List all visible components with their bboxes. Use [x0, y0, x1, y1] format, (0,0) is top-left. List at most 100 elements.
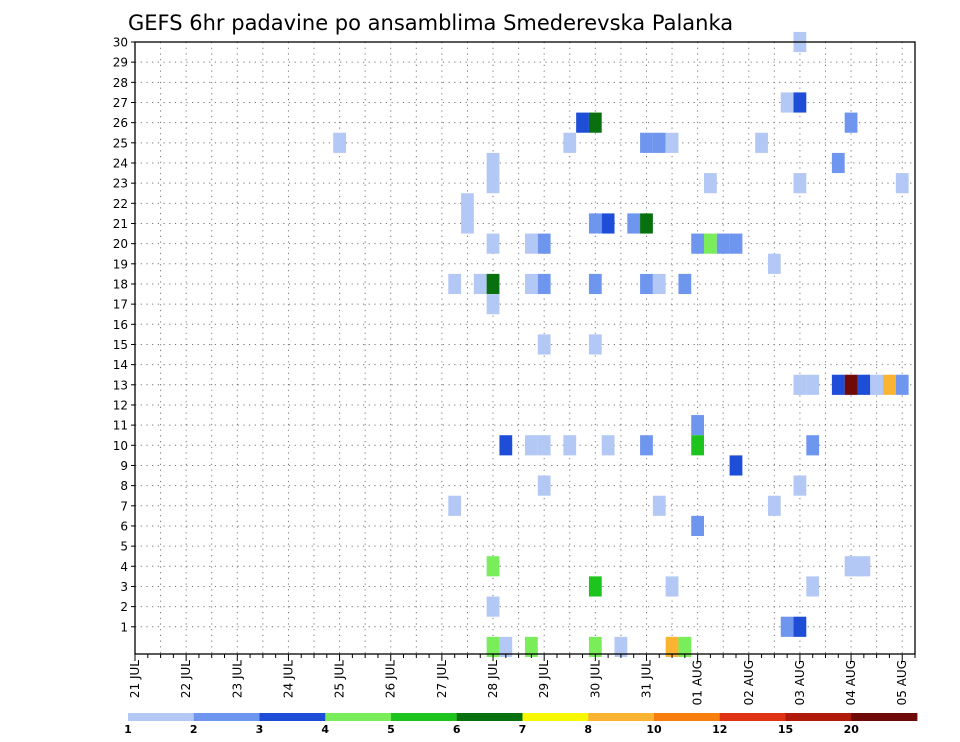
- y-tick-label: 17: [113, 298, 128, 312]
- precip-cell: [640, 132, 653, 153]
- precip-cell: [627, 213, 641, 234]
- precip-cell: [525, 273, 538, 295]
- precip-cell: [588, 112, 602, 133]
- precip-cell: [614, 636, 628, 658]
- x-tick-label: 30 JUL: [588, 660, 602, 698]
- y-tick-label: 8: [120, 479, 128, 493]
- precip-cell: [448, 495, 462, 516]
- y-axis: 1234567891011121314151617181920212223242…: [113, 36, 135, 634]
- y-tick-label: 6: [120, 519, 128, 533]
- precip-cell: [448, 273, 462, 295]
- precip-cell: [640, 435, 653, 456]
- precip-cell: [691, 435, 705, 456]
- precip-cell: [831, 152, 845, 174]
- precip-cell: [665, 132, 679, 153]
- precip-cell: [870, 374, 884, 395]
- legend-label: 15: [778, 723, 793, 736]
- precip-cell: [806, 374, 820, 395]
- precip-cell: [588, 576, 602, 597]
- y-tick-label: 21: [113, 217, 128, 231]
- precip-cell: [704, 173, 717, 194]
- precip-cell: [525, 233, 538, 254]
- precip-cell: [473, 273, 487, 295]
- legend-label: 10: [646, 723, 662, 736]
- y-tick-label: 22: [113, 197, 128, 211]
- legend-swatch: [851, 713, 918, 721]
- x-tick-label: 02 AUG: [742, 660, 756, 705]
- x-tick-label: 21 JUL: [128, 660, 142, 698]
- precip-cell: [755, 132, 768, 153]
- precip-cell: [486, 636, 500, 658]
- legend-label: 12: [712, 723, 727, 736]
- precip-cell: [678, 273, 692, 295]
- precip-cell: [499, 636, 513, 658]
- precip-cell: [844, 112, 858, 133]
- y-tick-label: 12: [113, 398, 128, 412]
- precip-cell: [883, 374, 896, 395]
- legend-label: 5: [387, 723, 395, 736]
- precip-cell: [665, 576, 679, 597]
- legend-swatch: [785, 713, 852, 721]
- precip-cell: [601, 435, 615, 456]
- precip-cell: [793, 374, 807, 395]
- precip-cell: [793, 92, 807, 113]
- precip-cell: [691, 515, 705, 537]
- x-tick-label: 04 AUG: [844, 660, 858, 705]
- precip-cell: [640, 213, 653, 234]
- precip-cell: [652, 132, 666, 153]
- precip-cell: [486, 273, 500, 295]
- precip-cell: [844, 374, 858, 395]
- legend-swatch: [654, 713, 721, 721]
- precip-cell: [576, 112, 589, 133]
- precip-cell: [767, 495, 781, 516]
- precip-cell: [678, 636, 692, 658]
- precip-cell: [844, 556, 858, 577]
- precip-cell: [831, 374, 845, 395]
- legend-swatch: [719, 713, 786, 721]
- y-tick-label: 19: [113, 257, 128, 271]
- y-tick-label: 16: [113, 318, 128, 332]
- y-tick-label: 15: [113, 338, 128, 352]
- precip-cell: [486, 294, 500, 315]
- legend-swatch: [391, 713, 458, 721]
- precip-cell: [793, 616, 807, 637]
- precip-cell: [652, 273, 666, 295]
- precip-cell: [537, 334, 551, 355]
- y-tick-label: 5: [120, 540, 128, 554]
- legend-label: 2: [190, 723, 198, 736]
- legend-label: 6: [453, 723, 461, 736]
- legend-swatch: [193, 713, 260, 721]
- precip-cell: [857, 374, 871, 395]
- precip-cell: [588, 334, 602, 355]
- precip-cell: [640, 273, 653, 295]
- precip-cell: [793, 173, 807, 194]
- precip-cell: [486, 152, 500, 194]
- y-tick-label: 2: [120, 600, 128, 614]
- x-tick-label: 01 AUG: [691, 660, 705, 705]
- precip-cell: [857, 556, 871, 577]
- y-tick-label: 1: [120, 620, 128, 634]
- y-tick-label: 29: [113, 56, 128, 70]
- precip-cell: [499, 435, 513, 456]
- precip-cell: [537, 233, 551, 254]
- y-tick-label: 4: [120, 560, 128, 574]
- chart-title: GEFS 6hr padavine po ansamblima Smederev…: [128, 11, 733, 35]
- precip-cell: [525, 435, 538, 456]
- y-tick-label: 14: [113, 358, 128, 372]
- precip-cell: [601, 213, 615, 234]
- legend-swatch: [588, 713, 655, 721]
- legend-label: 7: [519, 723, 527, 736]
- legend-label: 20: [844, 723, 860, 736]
- precip-cell: [691, 233, 705, 254]
- y-tick-label: 28: [113, 76, 128, 90]
- precip-cell: [652, 495, 666, 516]
- grid-lines: [134, 41, 915, 654]
- y-tick-label: 3: [120, 580, 128, 594]
- precip-cell: [486, 596, 500, 617]
- precip-cell: [537, 475, 551, 496]
- plot-frame: [134, 41, 916, 655]
- legend-label: 4: [321, 723, 329, 736]
- precip-cell: [563, 132, 577, 153]
- x-tick-label: 26 JUL: [384, 660, 398, 698]
